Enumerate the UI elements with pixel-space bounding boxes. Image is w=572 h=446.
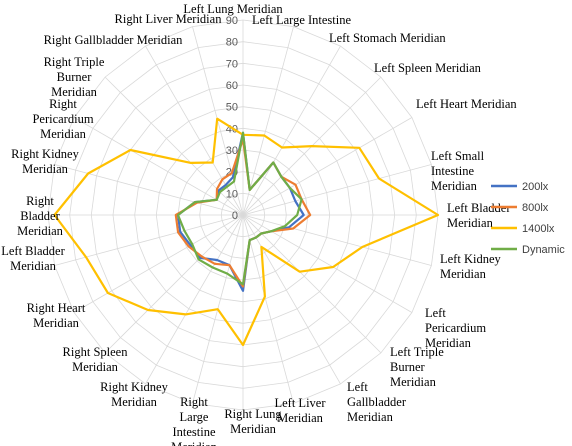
category-label: Right Kidney Meridian <box>100 380 168 409</box>
legend-label: 200lx <box>522 181 549 193</box>
category-label: Left Large Intestine <box>252 13 351 27</box>
category-label: Right Triple Burner Meridian <box>44 55 105 99</box>
spoke <box>54 214 244 266</box>
tick-label: 90 <box>226 15 238 27</box>
category-label: Right Bladder Meridian <box>17 194 64 238</box>
category-label: Left Liver Meridian <box>274 396 326 425</box>
category-label: Right Gallbladder Meridian <box>44 33 184 47</box>
tick-label: 10 <box>226 188 238 200</box>
spoke <box>242 26 294 216</box>
category-label: Left Small Intestine Meridian <box>431 149 485 193</box>
category-label: Right Heart Meridian <box>27 301 86 330</box>
legend-label: 1400lx <box>522 223 555 235</box>
spoke <box>242 117 413 216</box>
category-label: Right Lung Meridian <box>224 407 282 436</box>
category-label: Left Kidney Meridian <box>440 252 501 281</box>
category-label: Right Spleen Meridian <box>63 345 129 374</box>
spoke <box>73 214 244 313</box>
category-label: Left Stomach Meridian <box>329 31 446 45</box>
spoke <box>242 214 382 354</box>
tick-label: 60 <box>226 80 238 92</box>
category-label: Left Bladder Meridian <box>447 201 511 230</box>
tick-label: 50 <box>226 102 238 114</box>
legend: 200lx 800lx 1400lx Dynamic <box>491 181 565 256</box>
category-label: Left Pericardium Meridian <box>425 306 486 350</box>
legend-label: 800lx <box>522 202 549 214</box>
legend-label: Dynamic <box>522 244 565 256</box>
category-label: Left Triple Burner Meridian <box>390 345 444 389</box>
category-label: Left Spleen Meridian <box>374 61 482 75</box>
spoke <box>242 164 432 216</box>
category-label: Right Kidney Meridian <box>11 147 79 176</box>
spoke <box>242 214 432 266</box>
tick-label: 70 <box>226 58 238 70</box>
spoke <box>104 76 244 216</box>
category-label: Left Bladder Meridian <box>1 244 65 273</box>
spoke <box>242 45 341 216</box>
category-label: Left Lung Meridian <box>183 2 283 16</box>
tick-label: 30 <box>226 145 238 157</box>
category-label: Left Heart Meridian <box>416 97 517 111</box>
spoke <box>145 214 244 385</box>
spoke <box>242 214 341 385</box>
category-label: RightLargeIntestineMeridian <box>171 395 218 446</box>
category-label: Left Gallbladder Meridian <box>347 380 407 424</box>
spoke <box>104 214 244 354</box>
radar-series <box>53 117 440 347</box>
category-label: Right Liver Meridian <box>115 12 223 26</box>
category-label: Right Pericardium Meridian <box>32 97 93 141</box>
spoke <box>54 164 244 216</box>
spoke <box>242 214 294 404</box>
spoke <box>73 117 244 216</box>
tick-label: 80 <box>226 37 238 49</box>
tick-label: 0 <box>232 210 238 222</box>
